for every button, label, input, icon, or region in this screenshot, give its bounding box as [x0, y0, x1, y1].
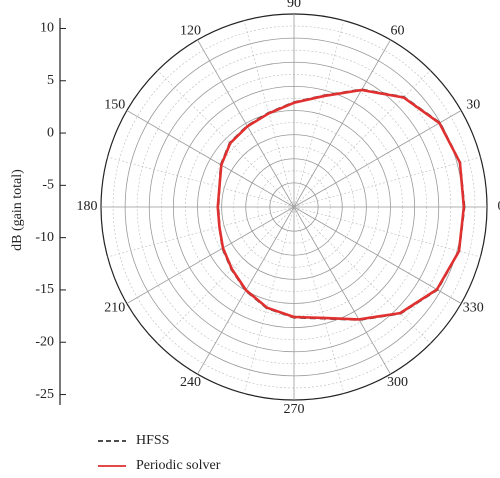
minor-spoke: [107, 206, 295, 258]
theta-tick-label: 60: [391, 23, 405, 38]
minor-spoke: [293, 206, 345, 394]
spoke: [293, 110, 462, 208]
y-axis-label: dB (gain total): [10, 169, 25, 251]
y-tick-label: 10: [40, 21, 54, 36]
theta-tick-label: 90: [287, 0, 301, 11]
theta-tick-label: 0: [498, 199, 500, 214]
theta-tick-label: 270: [284, 402, 305, 417]
minor-spoke: [243, 206, 295, 394]
spoke: [293, 206, 391, 375]
y-tick-label: -10: [35, 230, 54, 245]
y-tick-label: 5: [47, 73, 54, 88]
minor-spoke: [157, 70, 295, 208]
theta-tick-label: 210: [104, 301, 125, 316]
theta-tick-label: 300: [387, 375, 408, 390]
minor-spoke: [157, 206, 295, 344]
minor-spoke: [293, 70, 431, 208]
legend-label: Periodic solver: [136, 458, 221, 473]
y-tick-label: -15: [35, 282, 54, 297]
y-tick-label: 0: [47, 125, 54, 140]
y-tick-label: -5: [42, 178, 54, 193]
minor-spoke: [107, 156, 295, 208]
spoke: [293, 39, 391, 208]
theta-tick-label: 150: [104, 98, 125, 113]
minor-spoke: [293, 156, 481, 208]
legend-label: HFSS: [136, 433, 169, 448]
theta-tick-label: 330: [463, 301, 484, 316]
spoke: [126, 110, 295, 208]
spoke: [293, 206, 462, 304]
theta-tick-label: 240: [180, 375, 201, 390]
series-line: [216, 88, 466, 321]
theta-tick-label: 180: [77, 199, 98, 214]
minor-spoke: [293, 206, 431, 344]
minor-spoke: [293, 20, 345, 208]
theta-tick-label: 120: [180, 23, 201, 38]
spoke: [197, 39, 295, 208]
y-tick-label: -20: [35, 334, 54, 349]
minor-spoke: [293, 206, 481, 258]
y-tick-label: -25: [35, 387, 54, 402]
spoke: [126, 206, 295, 304]
theta-tick-label: 30: [466, 98, 480, 113]
